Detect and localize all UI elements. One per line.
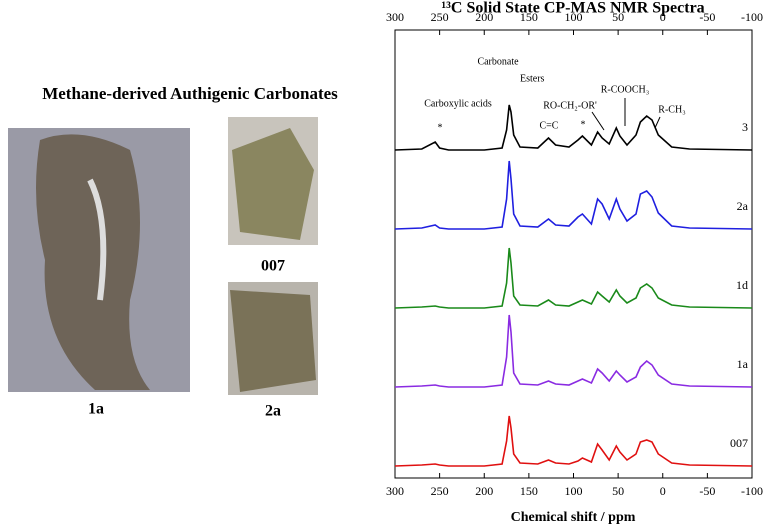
x-tick-label-top: -100 <box>741 10 763 24</box>
annotation: Carbonate <box>477 56 519 67</box>
photo-label: 2a <box>265 403 281 420</box>
x-tick-label: 50 <box>612 484 624 498</box>
annotation: Carboxylic acids <box>424 98 492 109</box>
x-tick-label-top: 100 <box>565 10 583 24</box>
annotation: Esters <box>520 73 545 84</box>
x-tick-label: 200 <box>475 484 493 498</box>
photo-sample <box>232 128 314 240</box>
spectrum <box>394 314 753 388</box>
spectrum <box>394 160 753 230</box>
series-label: 3 <box>742 120 748 134</box>
annotation: * <box>581 119 586 130</box>
x-tick-label-top: 250 <box>431 10 449 24</box>
photo-sample <box>36 134 150 390</box>
photo-label: 007 <box>261 258 285 275</box>
plot-frame <box>394 29 753 479</box>
x-tick-label: -50 <box>699 484 715 498</box>
x-tick-label: 300 <box>386 484 404 498</box>
spectrum <box>394 247 753 309</box>
annotation-arrow <box>591 111 605 131</box>
photo-label: 1a <box>88 401 104 418</box>
x-tick-label: 250 <box>431 484 449 498</box>
x-tick-label: 100 <box>565 484 583 498</box>
annotation: C=C <box>540 120 559 131</box>
x-tick-label-top: 300 <box>386 10 404 24</box>
x-tick-label-top: 150 <box>520 10 538 24</box>
x-tick-label-top: 200 <box>475 10 493 24</box>
annotation: R-COOCH₃ <box>601 84 650 95</box>
series-label: 007 <box>730 436 748 450</box>
x-axis-label: Chemical shift / ppm <box>511 510 636 525</box>
x-tick-label-top: 0 <box>660 10 666 24</box>
x-tick-label: 150 <box>520 484 538 498</box>
annotation: RO-CH₂-OR' <box>543 100 597 111</box>
x-tick-label: 0 <box>660 484 666 498</box>
annotation: * <box>438 122 443 133</box>
x-tick-label-top: 50 <box>612 10 624 24</box>
x-tick-label-top: -50 <box>699 10 715 24</box>
photo-sample <box>230 290 316 392</box>
photo-detail <box>87 178 107 301</box>
series-label: 1a <box>737 357 749 371</box>
chart-title: ¹³C Solid State CP-MAS NMR Spectra <box>441 0 704 17</box>
annotation: R-CH₃ <box>658 104 685 115</box>
panel-title: Methane-derived Authigenic Carbonates <box>42 84 338 103</box>
x-tick-label: -100 <box>741 484 763 498</box>
series-label: 2a <box>737 199 749 213</box>
annotation-arrow <box>654 116 661 129</box>
spectrum <box>394 415 753 467</box>
series-label: 1d <box>736 278 748 292</box>
spectrum <box>394 104 753 151</box>
